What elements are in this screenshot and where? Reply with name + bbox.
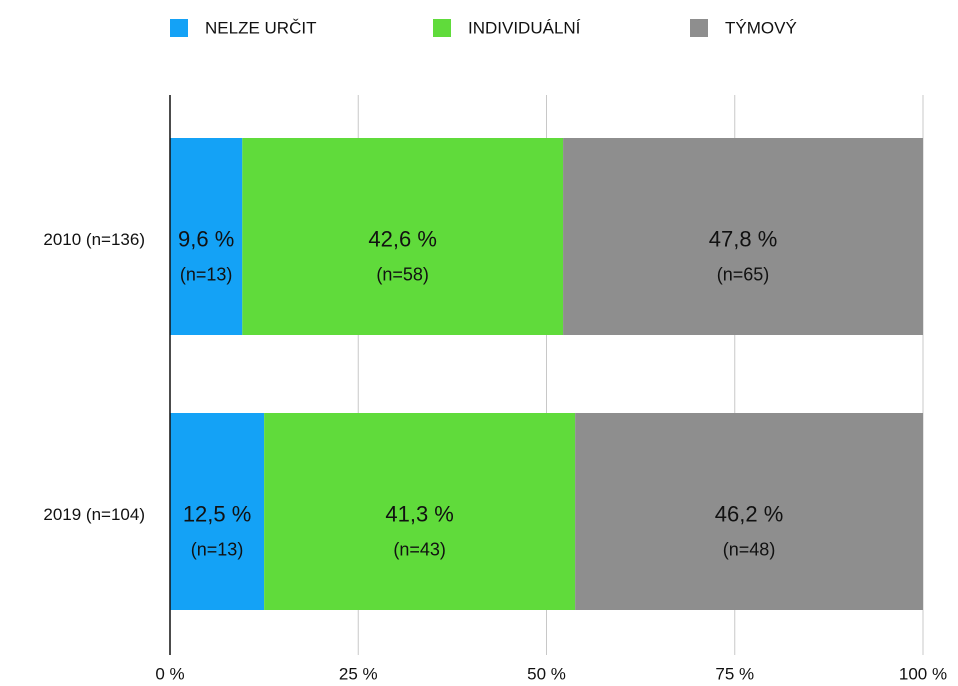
legend-label: TÝMOVÝ	[725, 18, 797, 37]
value-label: 9,6 %	[178, 226, 234, 251]
value-label: 41,3 %	[385, 501, 454, 526]
count-label: (n=43)	[393, 539, 446, 559]
bar-segment	[170, 138, 243, 335]
x-tick-label: 50 %	[527, 664, 566, 683]
legend-swatch	[690, 19, 708, 37]
legend-swatch	[170, 19, 188, 37]
legend-label: INDIVIDUÁLNÍ	[468, 18, 581, 37]
count-label: (n=58)	[376, 264, 429, 284]
legend-label: NELZE URČIT	[205, 18, 316, 37]
value-label: 12,5 %	[183, 501, 252, 526]
x-tick-label: 100 %	[899, 664, 947, 683]
x-tick-label: 75 %	[715, 664, 754, 683]
bar-segment	[575, 413, 923, 610]
legend-swatch	[433, 19, 451, 37]
value-label: 47,8 %	[709, 226, 778, 251]
bar-segment	[264, 413, 576, 610]
count-label: (n=48)	[723, 539, 776, 559]
value-label: 46,2 %	[715, 501, 784, 526]
y-tick-label: 2019 (n=104)	[43, 505, 145, 524]
bar-segment	[242, 138, 564, 335]
bar-segment	[563, 138, 923, 335]
value-label: 42,6 %	[368, 226, 437, 251]
x-tick-label: 0 %	[155, 664, 184, 683]
bar-segment	[170, 413, 265, 610]
count-label: (n=13)	[180, 264, 233, 284]
x-tick-label: 25 %	[339, 664, 378, 683]
y-tick-label: 2010 (n=136)	[43, 230, 145, 249]
count-label: (n=13)	[191, 539, 244, 559]
count-label: (n=65)	[717, 264, 770, 284]
